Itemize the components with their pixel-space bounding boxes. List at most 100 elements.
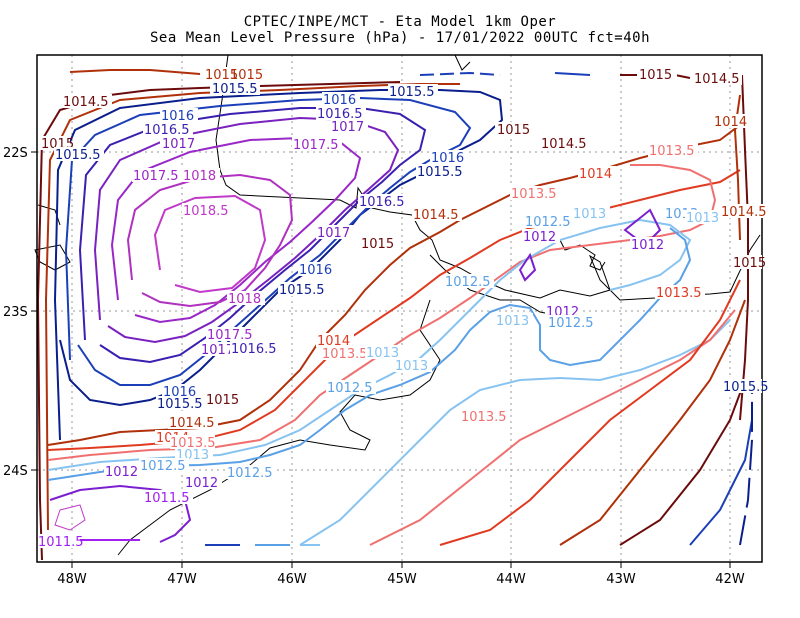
contour-label: 1015.5 [389, 85, 435, 100]
isobar-1018-5 [153, 194, 267, 294]
contour-label: 1013.5 [656, 286, 702, 301]
contour-label: 1014.5 [413, 208, 459, 223]
contour-label: 1016.5 [144, 123, 190, 138]
x-tick-label: 48W [57, 572, 87, 587]
contour-label: 1015.5 [55, 148, 101, 163]
isobar-1014-south [439, 279, 741, 546]
isobar-1016-5 [78, 107, 427, 364]
isobar-1015-5-south [689, 419, 753, 546]
isobar-1012-5 [47, 227, 692, 481]
contour-label: 1012.5 [140, 459, 186, 474]
y-tick-label: 22S [3, 146, 28, 161]
contour-label: 1015.5 [212, 82, 258, 97]
contour-label: 1017.5 [293, 138, 339, 153]
contour-label: 1012.5 [548, 316, 594, 331]
isobar-1017 [93, 116, 400, 344]
contour-label: 1014 [317, 334, 350, 349]
isobar-1015-topright [620, 74, 691, 79]
contour-label: 1017.5 [207, 328, 253, 343]
contour-label: 1014.5 [541, 137, 587, 152]
map-title-line2: Sea Mean Level Pressure (hPa) - 17/01/20… [149, 30, 650, 46]
isobar-small-loop [54, 504, 86, 531]
contour-label: 1016 [431, 151, 464, 166]
contour-label: 1017 [162, 137, 195, 152]
contour-label: 1015 [639, 68, 672, 83]
contour-label: 1014.5 [721, 205, 767, 220]
contour-labels: 1015 1015 1015 1014.5 1014.5 1015.5 1015… [38, 67, 769, 550]
contour-label: 1016 [299, 263, 332, 278]
contour-label: 1015 [497, 123, 530, 138]
contour-label: 1015 [733, 256, 766, 271]
x-tick-label: 45W [387, 572, 417, 587]
isobar-1014 [47, 169, 741, 451]
contour-label: 1012.5 [227, 466, 273, 481]
map-title-line1: CPTEC/INPE/MCT - Eta Model 1km Oper [243, 14, 557, 30]
contour-label: 1014.5 [169, 416, 215, 431]
contour-label: 1013 [395, 359, 428, 374]
contour-label: 1015.5 [723, 380, 769, 395]
contour-label: 1012.5 [525, 215, 571, 230]
contour-label: 1018 [228, 292, 261, 307]
contour-label: 1017 [317, 226, 350, 241]
contour-label: 1013.5 [511, 187, 557, 202]
contour-label: 1015.5 [279, 283, 325, 298]
contour-label: 1016.5 [359, 195, 405, 210]
isobar-1016-south [739, 390, 753, 546]
contour-label: 1016.5 [317, 107, 363, 122]
isobar-1013-5 [47, 164, 717, 461]
isobar-1015-top [69, 69, 201, 75]
contour-label: 1013 [496, 314, 529, 329]
isobar-1013-south [299, 319, 731, 546]
contour-label: 1015 [230, 68, 263, 83]
x-tick-label: 42W [715, 572, 745, 587]
isobar-1013 [47, 218, 692, 471]
contour-label: 1014 [579, 167, 612, 182]
contour-label: 1012 [523, 230, 556, 245]
isobar-1013-5-south [369, 309, 736, 546]
contour-label: 1015 [206, 393, 239, 408]
contour-label: 1013 [686, 211, 719, 226]
contour-label: 1017.5 [133, 169, 179, 184]
isobar-1015-5-top [419, 71, 501, 76]
contour-label: 1013.5 [461, 410, 507, 425]
contour-label: 1011.5 [144, 491, 190, 506]
isobar-1014-5-south [559, 299, 746, 546]
x-tick-label: 47W [167, 572, 197, 587]
axis-ticks [31, 151, 731, 568]
contour-label: 1011.5 [38, 535, 84, 550]
contour-label: 1014.5 [694, 72, 740, 87]
contour-label: 1015 [205, 68, 238, 83]
isobar-1015-south [619, 379, 746, 546]
contour-label: 1012 [631, 238, 664, 253]
contour-label: 1012 [105, 465, 138, 480]
isobar-1015-5 [53, 89, 504, 441]
contour-label: 1018 [183, 169, 216, 184]
contour-label: 1013.5 [322, 347, 368, 362]
y-tick-label: 23S [3, 305, 28, 320]
contour-label: 1015.5 [157, 397, 203, 412]
isobar-1015-5-topright [554, 72, 591, 76]
contour-label: 1015.5 [417, 165, 463, 180]
contour-label: 1015 [361, 237, 394, 252]
contour-label: 1012.5 [445, 275, 491, 290]
contour-label: 1012.5 [327, 381, 373, 396]
contour-label: 1017 [201, 343, 234, 358]
isobar-1018 [126, 173, 294, 308]
isobars [36, 69, 753, 561]
contour-label: 1013 [366, 346, 399, 361]
x-axis-labels: 48W 47W 46W 45W 44W 43W 42W [57, 572, 745, 587]
contour-label: 1016 [161, 109, 194, 124]
y-axis-labels: 22S 23S 24S [3, 146, 28, 479]
contour-label: 1012 [185, 476, 218, 491]
y-tick-label: 24S [3, 464, 28, 479]
contour-label: 1013 [573, 207, 606, 222]
x-tick-label: 43W [606, 572, 636, 587]
contour-label: 1018.5 [183, 204, 229, 219]
contour-label: 1017 [331, 120, 364, 135]
contour-label: 1016 [323, 93, 356, 108]
contour-label: 1014.5 [63, 95, 109, 110]
plot-frame [36, 54, 763, 563]
x-tick-label: 44W [496, 572, 526, 587]
x-tick-label: 46W [277, 572, 307, 587]
